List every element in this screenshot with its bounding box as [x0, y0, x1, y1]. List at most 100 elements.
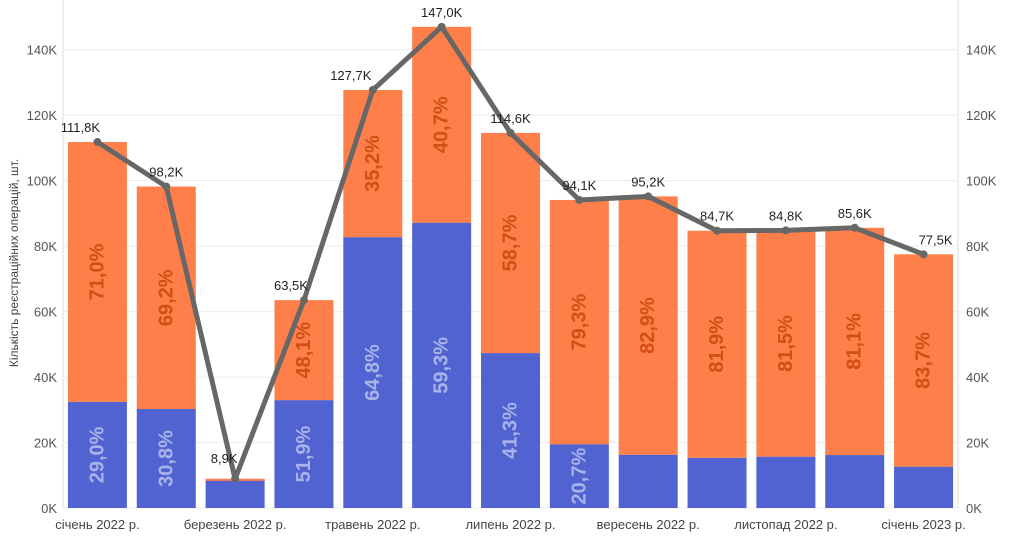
percent-label-orange: 81,9% — [706, 316, 728, 373]
y-tick-label-left: 40K — [34, 370, 57, 385]
y-tick-label-right: 60K — [966, 305, 989, 320]
percent-label-orange: 69,2% — [155, 269, 177, 326]
bar-segment-blue — [894, 466, 954, 508]
line-point — [506, 128, 515, 137]
bar-segment-blue — [67, 401, 127, 508]
percent-label-orange: 58,7% — [500, 214, 522, 271]
total-value-label: 111,8K — [61, 120, 101, 135]
y-tick-label-left: 100K — [27, 174, 58, 189]
bar-segment-blue — [481, 353, 540, 508]
line-point — [850, 223, 859, 232]
percent-label-blue: 64,8% — [362, 344, 384, 401]
percent-label-blue: 29,0% — [86, 426, 108, 483]
y-tick-label-right: 140K — [966, 43, 997, 58]
y-tick-label-right: 40K — [966, 370, 989, 385]
y-tick-label-right: 0K — [966, 501, 982, 516]
y-tick-label-left: 120K — [27, 108, 58, 123]
x-tick-label: липень 2022 р. — [465, 517, 555, 532]
bar-segment-total — [205, 478, 265, 508]
total-value-label: 85,6K — [838, 206, 872, 221]
y-tick-label-right: 80K — [966, 239, 989, 254]
percent-labels: 29,0% 71,0% 30,8% 69,2% 51,9% 48,1% 64,8% 35,2%… — [86, 96, 934, 504]
line-point — [575, 195, 584, 204]
y-tick-label-left: 80K — [34, 239, 57, 254]
bar-segment-blue — [549, 444, 609, 508]
total-value-label: 127,7K — [330, 68, 372, 83]
y-tick-label-left: 60K — [34, 305, 57, 320]
line-point — [231, 474, 240, 483]
total-value-label: 95,2K — [631, 174, 665, 189]
line-point — [93, 138, 102, 147]
total-value-label: 8,9K — [211, 451, 238, 466]
x-tick-label: вересень 2022 р. — [597, 517, 700, 532]
x-tick-label: січень 2022 р. — [55, 517, 139, 532]
y-tick-label-right: 100K — [966, 174, 997, 189]
bar-segment-blue — [756, 456, 816, 508]
bar-segment-blue — [343, 237, 403, 508]
percent-label-blue: 20,7% — [568, 448, 590, 505]
line-point — [368, 85, 377, 94]
bar-segment-orange — [618, 196, 678, 455]
bars — [67, 26, 954, 508]
total-value-label: 94,1K — [562, 178, 596, 193]
total-value-label: 63,5K — [274, 278, 308, 293]
y-axis-left: 0K 20K 40K 60K 80K 100K 120K 140K — [27, 43, 58, 516]
percent-label-orange: 81,5% — [775, 315, 797, 372]
x-tick-label: листопад 2022 р. — [734, 517, 837, 532]
percent-label-orange: 35,2% — [362, 135, 384, 192]
bar-segment-orange — [136, 186, 196, 409]
x-tick-label: січень 2023 р. — [881, 517, 965, 532]
line-point — [162, 182, 171, 191]
total-line — [93, 22, 928, 483]
total-value-label: 84,7K — [700, 209, 734, 224]
total-value-label: 114,6K — [490, 111, 531, 126]
percent-label-orange: 48,1% — [293, 322, 315, 379]
percent-label-orange: 81,1% — [844, 313, 866, 370]
percent-label-blue: 41,3% — [500, 402, 522, 459]
y-tick-label-left: 20K — [34, 436, 57, 451]
line-point — [781, 226, 790, 235]
y-tick-label-right: 120K — [966, 108, 997, 123]
bar-segment-orange — [481, 132, 540, 354]
line-point — [644, 192, 653, 201]
percent-label-blue: 59,3% — [431, 337, 453, 394]
bar-segment-orange — [687, 230, 747, 458]
y-axis-right: 0K 20K 40K 60K 80K 100K 120K 140K — [966, 43, 997, 516]
percent-label-orange: 79,3% — [568, 294, 590, 351]
x-axis: січень 2022 р. березень 2022 р. травень 20… — [55, 517, 965, 532]
percent-label-blue: 30,8% — [155, 430, 177, 487]
bar-segment-blue — [825, 455, 885, 508]
line-point — [299, 296, 308, 305]
bar-segment-orange — [894, 254, 954, 467]
percent-label-orange: 83,7% — [913, 332, 935, 389]
bar-segment-blue — [274, 400, 334, 508]
percent-label-orange: 71,0% — [86, 243, 108, 300]
bar-segment-blue — [136, 408, 196, 508]
bar-segment-orange — [67, 142, 127, 402]
y-axis-title: Кількість реєстраційних операцій, шт. — [7, 159, 21, 367]
bar-segment-orange — [343, 89, 403, 238]
bar-segment-blue — [687, 457, 747, 508]
y-tick-label-left: 140K — [27, 43, 58, 58]
percent-label-orange: 40,7% — [431, 96, 453, 153]
total-value-label: 147,0K — [421, 5, 463, 20]
percent-label-orange: 82,9% — [637, 297, 659, 354]
bar-segment-orange — [825, 227, 885, 456]
line-point — [919, 250, 928, 259]
bar-segment-blue — [412, 222, 472, 508]
y-tick-label-left: 0K — [41, 501, 57, 516]
x-tick-label: березень 2022 р. — [184, 517, 287, 532]
bar-segment-orange — [756, 230, 816, 457]
total-value-label: 84,8K — [769, 208, 803, 223]
x-tick-label: травень 2022 р. — [325, 517, 420, 532]
total-labels: 111,8K 98,2K 8,9K 63,5K 127,7K 147,0K 114,6K 94… — [61, 5, 953, 466]
line-point — [713, 226, 722, 235]
line-point — [437, 22, 446, 31]
total-value-label: 77,5K — [919, 232, 953, 247]
total-value-label: 98,2K — [149, 165, 183, 180]
bar-segment-orange — [549, 199, 609, 445]
percent-label-blue: 51,9% — [293, 425, 315, 482]
y-tick-label-right: 20K — [966, 436, 989, 451]
